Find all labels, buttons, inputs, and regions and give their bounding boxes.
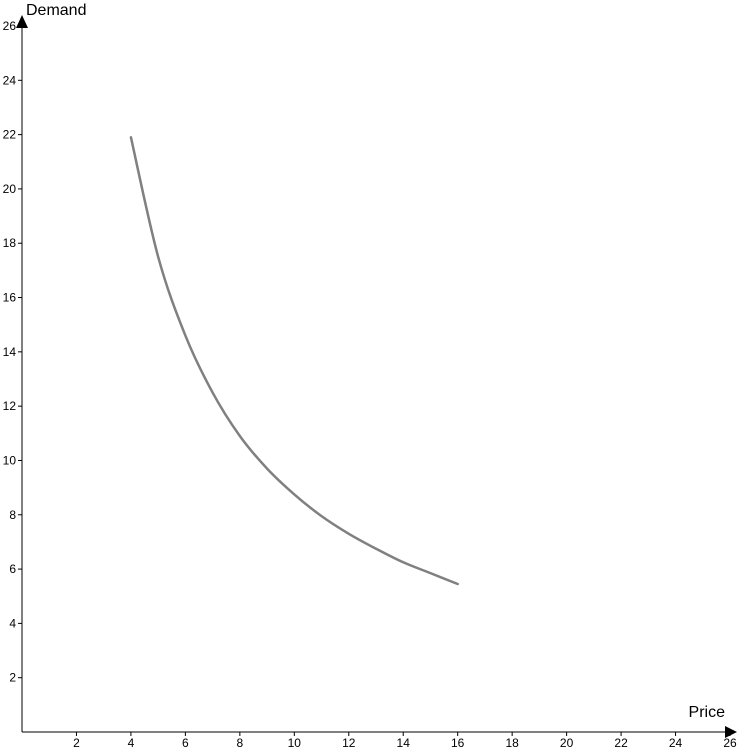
demand-curve-line bbox=[129, 136, 459, 586]
y-tick-label: 4 bbox=[9, 616, 16, 630]
y-tick-label: 20 bbox=[3, 182, 17, 196]
y-tick-label: 16 bbox=[3, 291, 17, 305]
x-tick-label: 8 bbox=[237, 736, 244, 750]
x-ticks: 2 4 6 8 10 12 14 16 18 20 22 24 26 bbox=[73, 732, 737, 750]
x-tick-label: 6 bbox=[182, 736, 189, 750]
series-layer bbox=[129, 136, 459, 586]
x-axis-title: Price bbox=[689, 704, 726, 721]
axes bbox=[16, 15, 737, 738]
y-tick-label: 6 bbox=[9, 562, 16, 576]
x-tick-label: 14 bbox=[397, 736, 411, 750]
y-axis-title: Demand bbox=[26, 2, 86, 19]
y-tick-label: 12 bbox=[3, 399, 17, 413]
y-tick-label: 26 bbox=[3, 19, 17, 33]
y-tick-label: 18 bbox=[3, 236, 17, 250]
y-tick-label: 8 bbox=[9, 508, 16, 522]
y-axis-arrow bbox=[16, 15, 28, 28]
y-tick-label: 22 bbox=[3, 128, 17, 142]
x-tick-label: 24 bbox=[669, 736, 683, 750]
y-tick-label: 14 bbox=[3, 345, 17, 359]
x-tick-label: 10 bbox=[288, 736, 302, 750]
x-tick-label: 2 bbox=[73, 736, 80, 750]
x-axis-arrow bbox=[725, 726, 737, 738]
y-tick-label: 2 bbox=[9, 671, 16, 685]
x-tick-label: 12 bbox=[342, 736, 356, 750]
x-tick-label: 26 bbox=[723, 736, 737, 750]
x-tick-label: 20 bbox=[560, 736, 574, 750]
y-tick-label: 10 bbox=[3, 453, 17, 467]
x-tick-label: 4 bbox=[128, 736, 135, 750]
x-tick-label: 18 bbox=[505, 736, 519, 750]
x-tick-label: 22 bbox=[614, 736, 628, 750]
y-tick-label: 24 bbox=[3, 73, 17, 87]
x-tick-label: 16 bbox=[451, 736, 465, 750]
